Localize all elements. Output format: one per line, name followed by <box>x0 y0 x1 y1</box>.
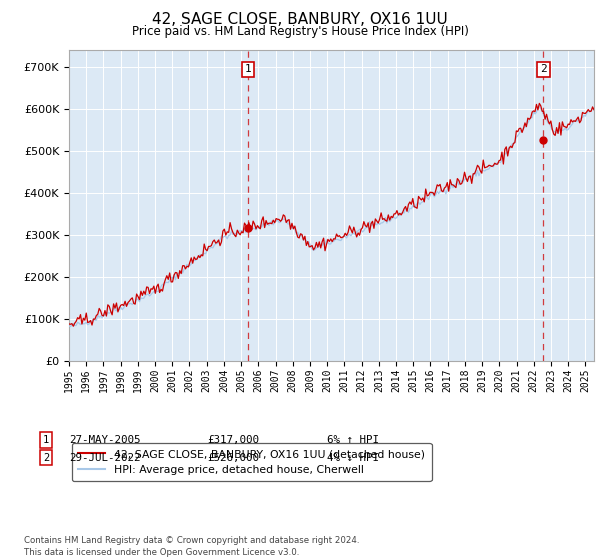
Text: 6% ↑ HPI: 6% ↑ HPI <box>327 435 379 445</box>
Text: 4% ↓ HPI: 4% ↓ HPI <box>327 452 379 463</box>
Text: Price paid vs. HM Land Registry's House Price Index (HPI): Price paid vs. HM Land Registry's House … <box>131 25 469 38</box>
Text: 42, SAGE CLOSE, BANBURY, OX16 1UU: 42, SAGE CLOSE, BANBURY, OX16 1UU <box>152 12 448 27</box>
Text: 29-JUL-2022: 29-JUL-2022 <box>69 452 140 463</box>
Text: 1: 1 <box>43 435 49 445</box>
Text: 2: 2 <box>540 64 547 74</box>
Text: 1: 1 <box>244 64 251 74</box>
Legend: 42, SAGE CLOSE, BANBURY, OX16 1UU (detached house), HPI: Average price, detached: 42, SAGE CLOSE, BANBURY, OX16 1UU (detac… <box>72 443 431 481</box>
Text: 27-MAY-2005: 27-MAY-2005 <box>69 435 140 445</box>
Text: 2: 2 <box>43 452 49 463</box>
Text: Contains HM Land Registry data © Crown copyright and database right 2024.
This d: Contains HM Land Registry data © Crown c… <box>24 536 359 557</box>
Text: £317,000: £317,000 <box>207 435 259 445</box>
Text: £526,000: £526,000 <box>207 452 259 463</box>
